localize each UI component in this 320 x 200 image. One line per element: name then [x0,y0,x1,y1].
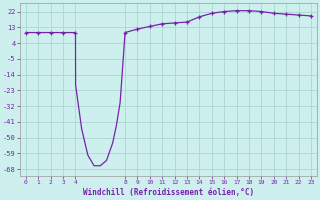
X-axis label: Windchill (Refroidissement éolien,°C): Windchill (Refroidissement éolien,°C) [83,188,254,197]
